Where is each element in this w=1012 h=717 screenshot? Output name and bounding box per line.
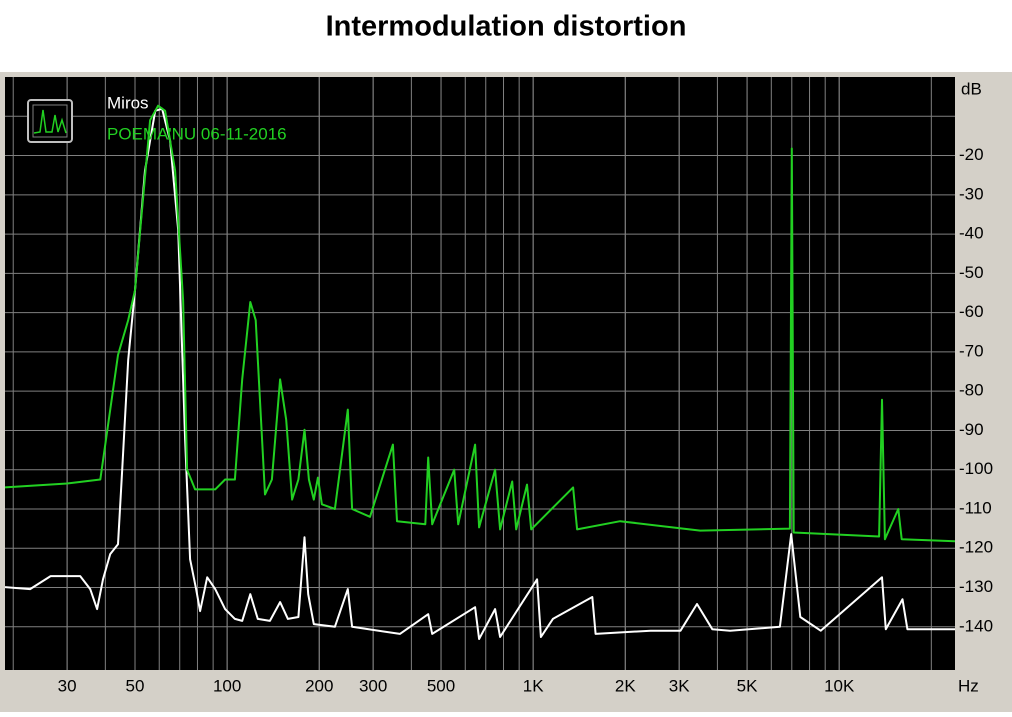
lines: [4, 104, 956, 640]
x-tick-label: 3K: [669, 676, 690, 695]
series-line: [4, 104, 956, 543]
y-tick-label: -20: [959, 145, 984, 164]
legend-icon: [27, 99, 73, 143]
series-line: [4, 107, 955, 640]
chart-title: Intermodulation distortion: [326, 11, 687, 43]
y-tick-label: -130: [959, 577, 993, 596]
y-tick-label: -60: [959, 302, 984, 321]
y-tick-label: -110: [959, 498, 992, 517]
icon-trace: [33, 109, 67, 134]
x-tick-label: 2K: [615, 676, 636, 695]
icon-frame: [27, 99, 73, 143]
legend-label: Miros: [107, 93, 149, 112]
y-tick-label: -40: [959, 224, 984, 243]
x-tick-label: 5K: [737, 676, 758, 695]
y-tick-label: -120: [959, 538, 993, 557]
x-tick-label: 100: [213, 676, 241, 695]
x-tick-label: 10K: [824, 676, 855, 695]
grid: [5, 77, 955, 670]
legend-label: POEMA'NU 06-11-2016: [107, 124, 287, 143]
y-tick-label: -100: [959, 459, 993, 478]
x-tick-label: 200: [305, 676, 333, 695]
x-tick-label: 50: [126, 676, 145, 695]
y-axis-label: dB: [961, 79, 982, 98]
x-tick-label: 500: [427, 676, 455, 695]
y-tick-label: -30: [959, 184, 984, 203]
x-tick-label: 30: [58, 676, 77, 695]
y-tick-label: -140: [959, 616, 993, 635]
x-tick-label: 1K: [523, 676, 544, 695]
plot-area: [5, 77, 955, 670]
y-tick-label: -70: [959, 341, 984, 360]
x-axis-label: Hz: [958, 676, 979, 695]
x-tick-label: 300: [359, 676, 387, 695]
y-tick-label: -80: [959, 381, 984, 400]
icon-grid: [32, 104, 68, 138]
y-tick-label: -90: [959, 420, 984, 439]
y-tick-label: -50: [959, 263, 984, 282]
